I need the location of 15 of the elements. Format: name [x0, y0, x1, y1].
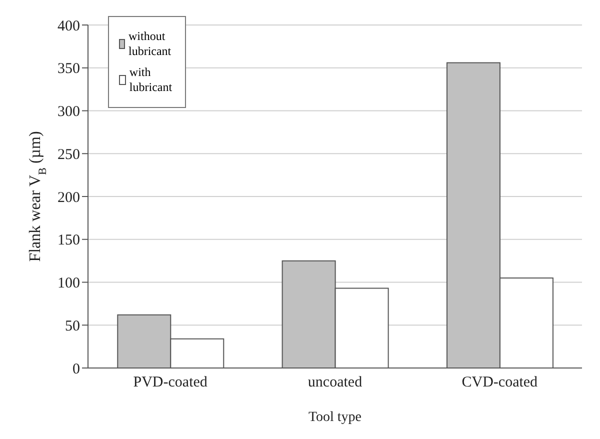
y-tick-label: 100 [58, 276, 80, 292]
y-tick-label: 300 [58, 104, 80, 120]
y-tick-label: 200 [58, 190, 80, 206]
legend-label: with lubricant [129, 65, 174, 95]
x-axis-title: Tool type [308, 410, 362, 425]
y-tick-label: 250 [58, 146, 80, 163]
x-tick-label: uncoated [308, 374, 363, 391]
y-tick-label: 350 [58, 61, 80, 78]
y-tick-label: 0 [72, 361, 80, 378]
x-tick-label: PVD-coated [133, 374, 208, 391]
x-tick-label: CVD-coated [462, 374, 538, 391]
y-tick-label: 150 [58, 232, 80, 249]
y-tick-label: 400 [58, 18, 80, 34]
legend-label: without lubricant [128, 29, 172, 59]
y-tick-label: 50 [65, 318, 80, 334]
